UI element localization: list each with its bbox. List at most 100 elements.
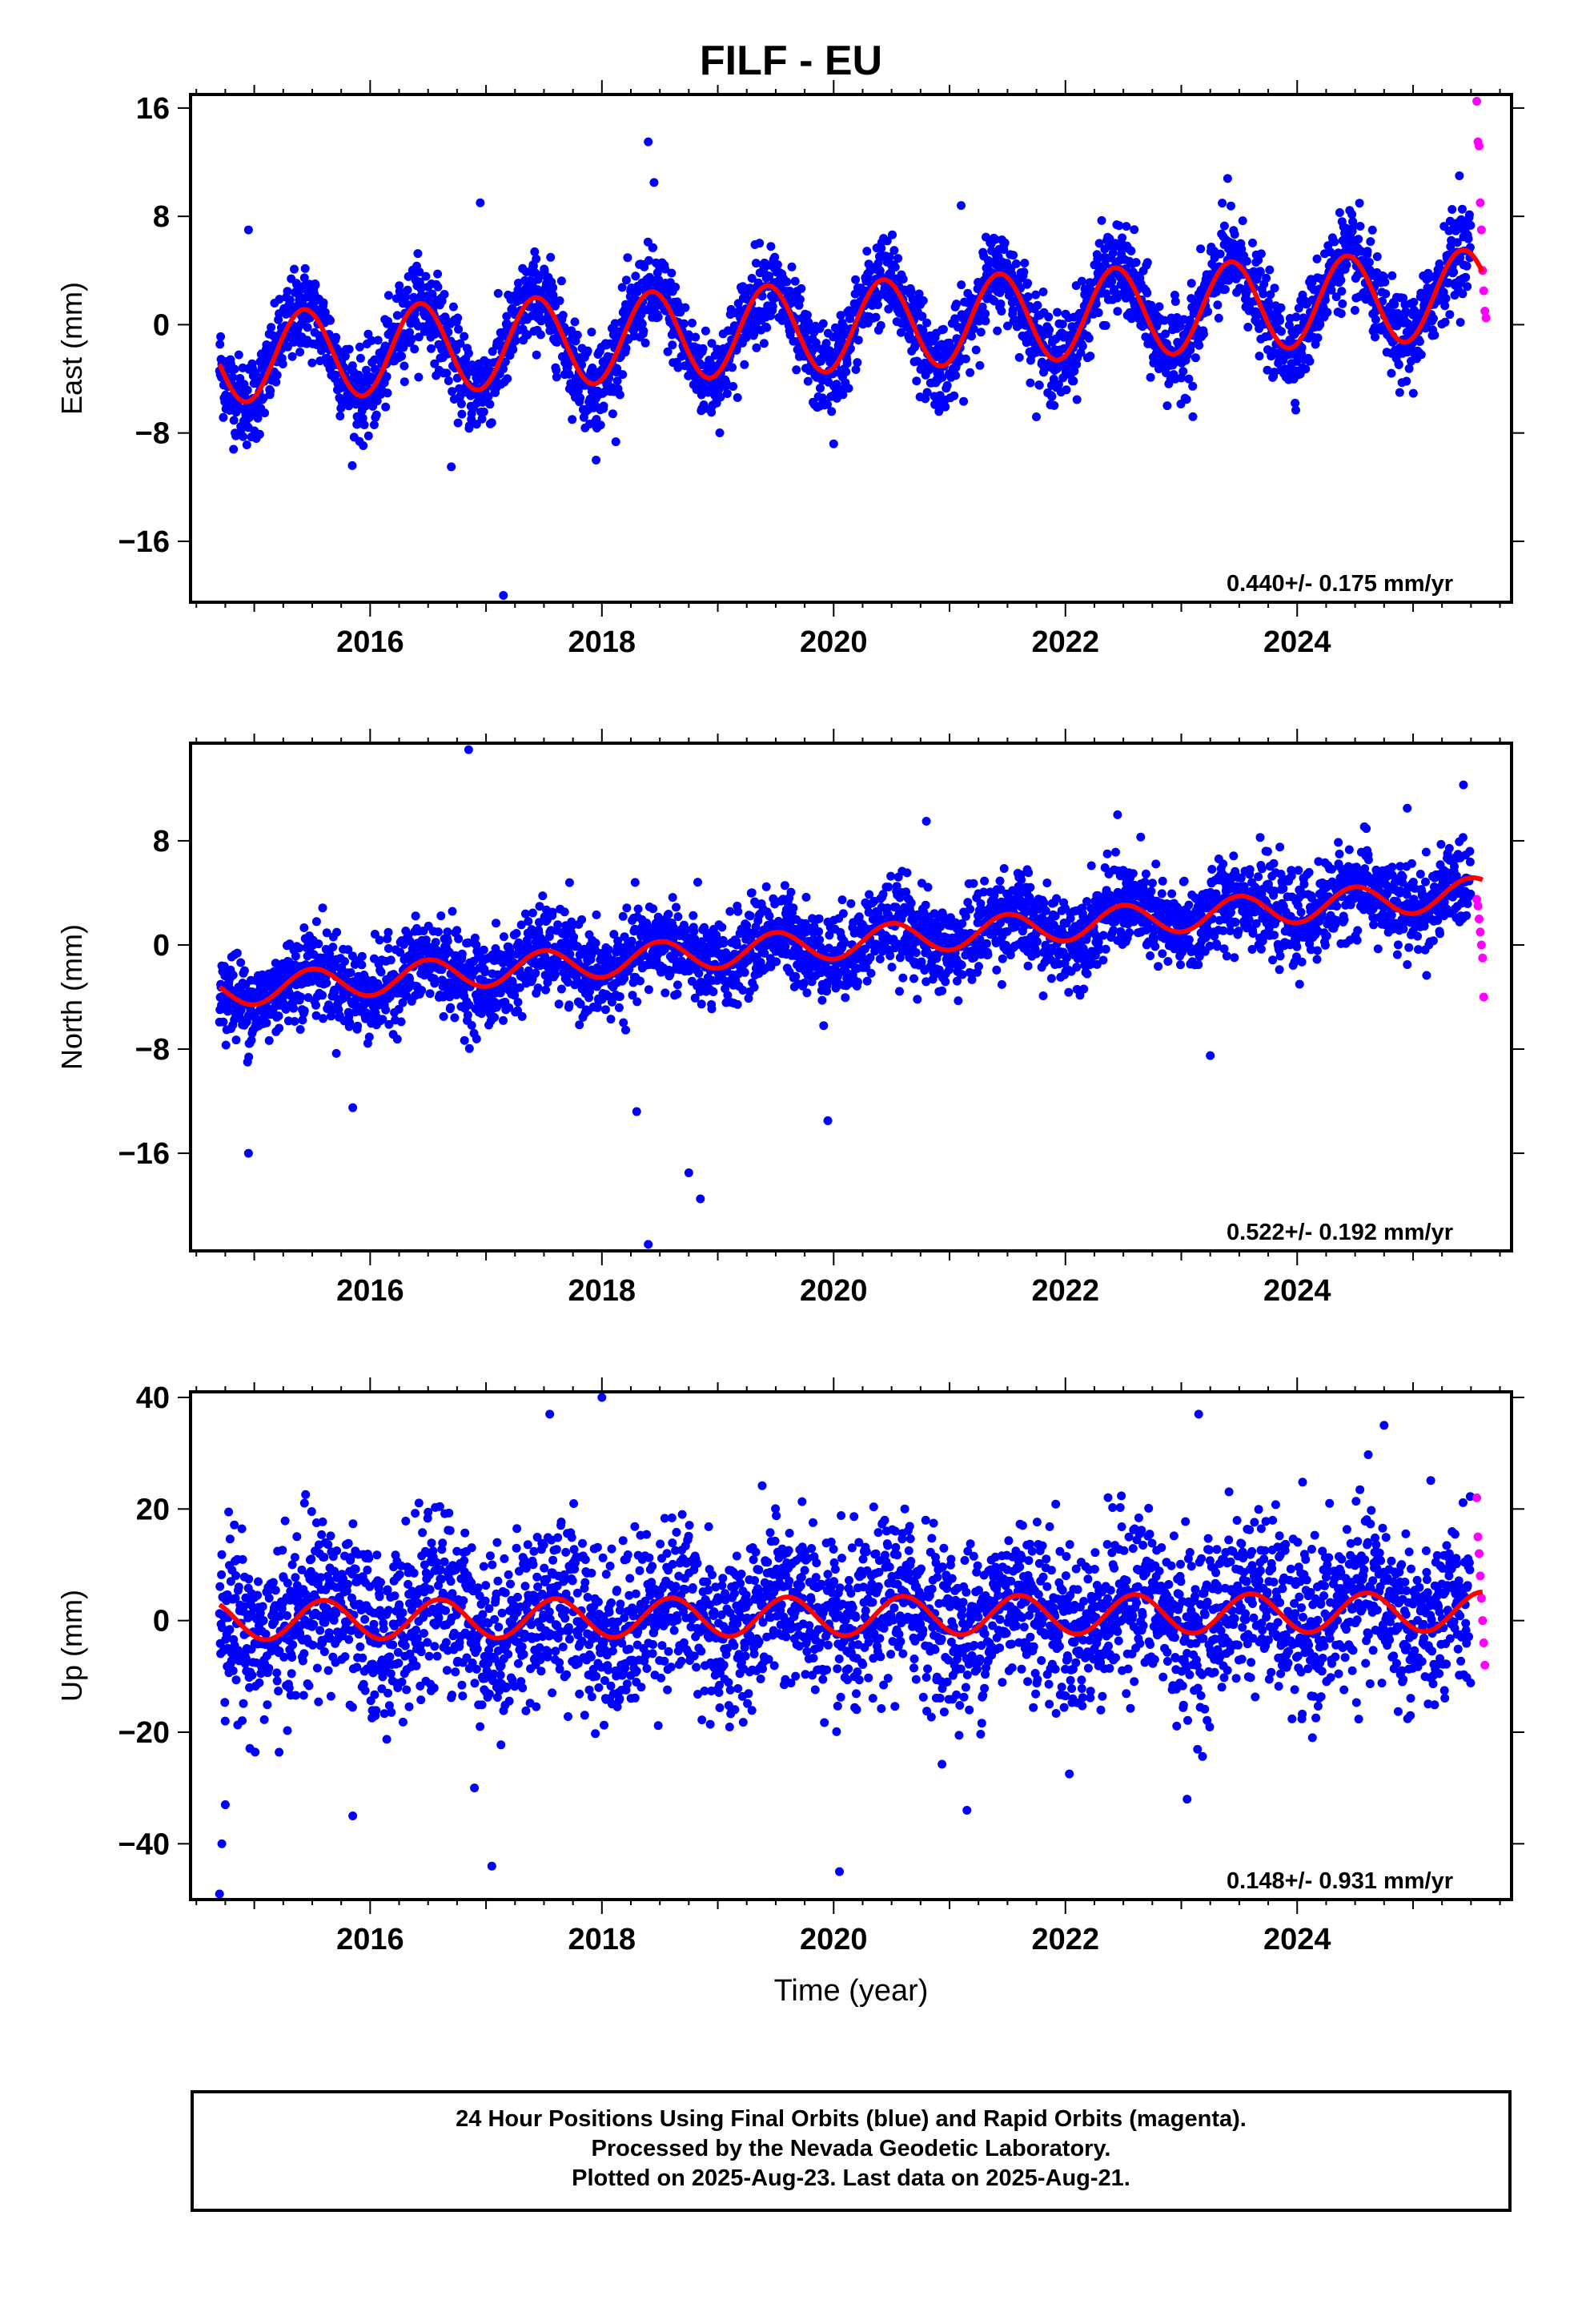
east-final-point — [392, 311, 402, 320]
east-final-point — [536, 330, 545, 340]
north-final-point — [694, 969, 704, 978]
east-final-point — [1364, 258, 1374, 267]
east-final-point — [1371, 332, 1379, 342]
east-y-tick-label: −16 — [118, 525, 170, 559]
east-final-point — [918, 296, 928, 305]
north-final-point — [353, 1021, 363, 1031]
east-final-point — [653, 312, 663, 322]
north-final-point — [430, 979, 440, 988]
east-final-point — [839, 322, 849, 332]
east-final-point — [1371, 315, 1380, 324]
east-final-point — [770, 252, 780, 262]
north-final-point — [577, 915, 587, 924]
north-final-point — [765, 911, 774, 921]
north-final-point — [747, 888, 757, 898]
east-final-point — [283, 287, 292, 296]
east-final-point — [1108, 248, 1118, 258]
north-final-point — [673, 989, 682, 999]
east-final-point — [1186, 341, 1195, 351]
east-final-point — [893, 254, 903, 263]
north-final-point — [322, 979, 331, 987]
east-final-point — [821, 339, 831, 348]
east-final-point — [873, 300, 882, 310]
east-final-point — [825, 346, 834, 356]
north-final-point — [381, 1005, 391, 1015]
north-final-point — [554, 999, 564, 1009]
east-final-point — [331, 370, 340, 380]
north-final-point — [780, 881, 789, 891]
east-final-point — [373, 336, 383, 345]
north-final-point — [531, 968, 540, 978]
north-final-point — [592, 910, 601, 919]
north-final-point — [436, 911, 446, 921]
east-final-point — [568, 415, 577, 424]
east-final-point — [668, 340, 677, 350]
east-outlier-point — [957, 201, 966, 211]
east-final-point — [715, 428, 725, 437]
north-final-point — [275, 1023, 284, 1033]
east-final-point — [842, 359, 852, 368]
east-final-point — [528, 261, 538, 271]
east-final-point — [740, 360, 749, 369]
east-final-point — [216, 332, 226, 341]
east-final-point — [1032, 412, 1041, 421]
east-final-point — [1259, 289, 1268, 299]
east-final-point — [804, 317, 813, 327]
east-final-point — [307, 358, 317, 368]
north-final-point — [231, 1035, 241, 1045]
north-final-point — [672, 903, 681, 912]
east-final-point — [1338, 299, 1347, 308]
east-y-tick-label: 16 — [136, 92, 170, 126]
east-final-point — [1184, 374, 1194, 384]
east-rapid-point — [1481, 313, 1491, 323]
east-final-point — [1395, 388, 1404, 397]
north-final-point — [604, 945, 613, 955]
east-outlier-point — [592, 455, 601, 464]
east-final-point — [437, 296, 447, 306]
east-final-point — [493, 288, 503, 298]
east-rapid-point — [1474, 141, 1484, 151]
east-final-point — [370, 364, 379, 374]
east-final-point — [363, 431, 373, 440]
north-final-point — [697, 999, 706, 1009]
east-final-point — [993, 326, 1002, 336]
north-final-point — [450, 1013, 460, 1023]
north-final-point — [318, 991, 327, 1000]
east-final-point — [1205, 270, 1215, 279]
east-rapid-point — [1479, 286, 1488, 296]
east-final-point — [1255, 352, 1264, 361]
east-final-point — [1464, 234, 1473, 243]
east-final-point — [1381, 289, 1391, 299]
east-final-point — [1409, 297, 1419, 307]
east-final-point — [996, 300, 1006, 308]
east-final-point — [1044, 312, 1054, 322]
east-final-point — [888, 230, 897, 239]
east-final-point — [229, 444, 239, 454]
east-final-point — [671, 283, 681, 292]
east-final-point — [242, 440, 251, 449]
east-final-point — [1062, 385, 1071, 395]
east-final-point — [381, 402, 391, 412]
north-final-point — [648, 904, 658, 914]
north-final-point — [328, 943, 338, 952]
east-final-point — [267, 323, 276, 332]
east-final-point — [395, 287, 404, 296]
east-final-point — [1097, 215, 1106, 225]
east-final-point — [363, 329, 373, 339]
east-final-point — [414, 332, 424, 342]
north-final-point — [345, 1018, 355, 1027]
east-final-point — [922, 318, 932, 328]
east-final-point — [755, 239, 765, 248]
north-final-point — [274, 1011, 283, 1021]
east-final-point — [272, 370, 282, 380]
east-final-point — [1026, 378, 1035, 388]
east-final-point — [700, 404, 709, 413]
east-final-point — [300, 263, 310, 273]
east-final-point — [1196, 244, 1206, 254]
east-final-point — [502, 312, 512, 321]
east-final-point — [1069, 376, 1078, 386]
east-final-point — [611, 437, 620, 447]
east-final-point — [1199, 329, 1208, 339]
east-final-point — [355, 342, 364, 352]
